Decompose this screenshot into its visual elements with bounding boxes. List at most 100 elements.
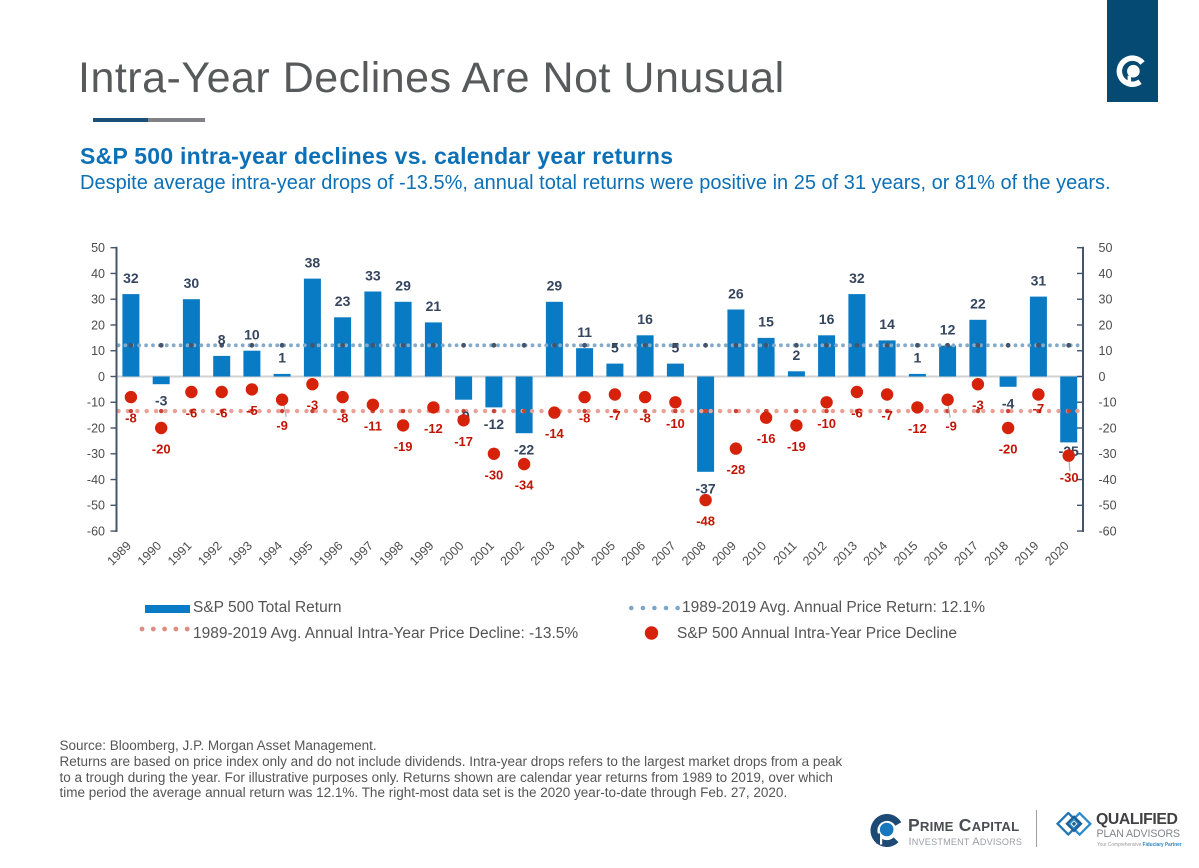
svg-text:-6: -6 (186, 406, 198, 421)
svg-text:10: 10 (244, 327, 260, 343)
svg-text:10: 10 (91, 344, 105, 358)
svg-text:2020: 2020 (1042, 539, 1072, 569)
svg-text:26: 26 (728, 285, 744, 301)
svg-text:2012: 2012 (800, 539, 830, 569)
svg-text:14: 14 (879, 316, 895, 332)
svg-text:-3: -3 (307, 398, 319, 413)
svg-text:-9: -9 (276, 418, 288, 433)
svg-text:-40: -40 (1099, 473, 1117, 487)
svg-text:2011: 2011 (771, 539, 800, 568)
svg-text:40: 40 (1099, 267, 1113, 281)
svg-text:-8: -8 (639, 411, 651, 426)
svg-text:1997: 1997 (346, 539, 376, 569)
svg-text:2014: 2014 (861, 539, 891, 569)
svg-text:-7: -7 (609, 408, 621, 423)
svg-text:-10: -10 (87, 396, 105, 410)
svg-text:2016: 2016 (921, 539, 951, 569)
svg-text:-48: -48 (696, 514, 715, 529)
svg-text:1994: 1994 (256, 539, 286, 569)
svg-text:-12: -12 (484, 416, 504, 432)
svg-text:-3: -3 (972, 398, 984, 413)
svg-text:-50: -50 (1099, 499, 1117, 513)
svg-text:1999: 1999 (407, 539, 437, 569)
svg-text:8: 8 (218, 332, 226, 348)
svg-text:38: 38 (305, 254, 321, 270)
svg-text:10: 10 (1099, 344, 1113, 358)
svg-text:29: 29 (395, 278, 411, 294)
svg-text:-6: -6 (851, 406, 863, 421)
svg-text:-10: -10 (1099, 396, 1117, 410)
svg-text:-40: -40 (87, 473, 105, 487)
svg-text:-5: -5 (246, 403, 258, 418)
svg-text:1991: 1991 (165, 539, 195, 569)
svg-text:0: 0 (98, 370, 105, 384)
svg-text:5: 5 (611, 339, 619, 355)
svg-text:1992: 1992 (195, 539, 225, 569)
svg-text:-14: -14 (545, 426, 565, 441)
svg-text:-3: -3 (155, 393, 168, 409)
svg-text:2001: 2001 (467, 539, 497, 569)
svg-text:29: 29 (547, 278, 563, 294)
svg-text:2003: 2003 (528, 539, 558, 569)
svg-text:2017: 2017 (951, 539, 981, 569)
svg-text:-60: -60 (1099, 524, 1117, 538)
svg-text:2004: 2004 (558, 539, 588, 569)
svg-text:-4: -4 (1002, 395, 1015, 411)
svg-text:0: 0 (1099, 370, 1106, 384)
svg-text:21: 21 (426, 298, 442, 314)
svg-text:-12: -12 (908, 421, 927, 436)
svg-text:-50: -50 (87, 499, 105, 513)
svg-text:33: 33 (365, 267, 381, 283)
svg-text:50: 50 (91, 241, 105, 255)
svg-text:2: 2 (793, 347, 801, 363)
svg-text:-30: -30 (1060, 470, 1079, 485)
svg-text:-30: -30 (1099, 447, 1117, 461)
svg-text:20: 20 (1099, 318, 1113, 332)
svg-text:32: 32 (123, 270, 139, 286)
svg-text:-34: -34 (515, 478, 535, 493)
svg-text:-8: -8 (579, 411, 591, 426)
svg-text:-19: -19 (787, 439, 806, 454)
svg-text:-17: -17 (454, 434, 473, 449)
svg-text:2005: 2005 (588, 539, 618, 569)
svg-text:-7: -7 (1033, 401, 1045, 416)
svg-text:-28: -28 (727, 462, 746, 477)
svg-text:16: 16 (637, 311, 653, 327)
svg-text:2000: 2000 (437, 539, 467, 569)
svg-text:-6: -6 (216, 406, 228, 421)
svg-text:1: 1 (278, 350, 286, 366)
svg-text:12: 12 (940, 321, 956, 337)
svg-text:-16: -16 (757, 431, 776, 446)
svg-text:31: 31 (1031, 272, 1047, 288)
svg-text:-37: -37 (695, 480, 715, 496)
svg-text:-8: -8 (337, 411, 349, 426)
svg-text:2006: 2006 (619, 539, 649, 569)
svg-text:-10: -10 (666, 416, 685, 431)
svg-text:5: 5 (672, 339, 680, 355)
svg-text:-30: -30 (485, 467, 504, 482)
svg-text:-30: -30 (87, 447, 105, 461)
svg-text:20: 20 (91, 318, 105, 332)
svg-text:1996: 1996 (316, 539, 346, 569)
svg-text:32: 32 (849, 270, 865, 286)
svg-text:1989: 1989 (104, 539, 134, 569)
svg-text:2008: 2008 (679, 539, 709, 569)
svg-text:11: 11 (577, 324, 592, 340)
svg-text:16: 16 (819, 311, 835, 327)
svg-text:22: 22 (970, 296, 986, 312)
svg-text:1993: 1993 (225, 539, 255, 569)
svg-text:40: 40 (91, 267, 105, 281)
svg-text:1990: 1990 (135, 539, 165, 569)
svg-text:23: 23 (335, 293, 351, 309)
svg-text:-10: -10 (817, 416, 836, 431)
svg-text:2010: 2010 (740, 539, 770, 569)
svg-text:2019: 2019 (1012, 539, 1042, 569)
svg-text:-12: -12 (424, 421, 443, 436)
svg-text:-11: -11 (364, 418, 382, 433)
svg-text:-19: -19 (394, 439, 413, 454)
svg-text:2007: 2007 (649, 539, 679, 569)
svg-text:2015: 2015 (891, 539, 921, 569)
svg-text:-22: -22 (514, 442, 534, 458)
svg-text:-20: -20 (152, 442, 171, 457)
svg-text:2002: 2002 (498, 539, 528, 569)
